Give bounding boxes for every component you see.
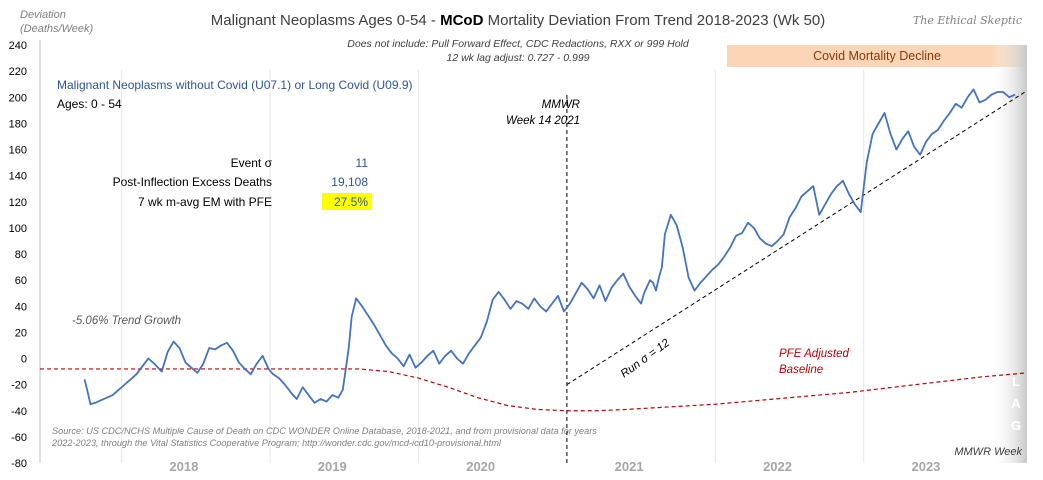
y-tick-label: 0 bbox=[21, 354, 27, 366]
y-tick-label: 220 bbox=[9, 66, 27, 78]
y-tick-label: 160 bbox=[9, 145, 27, 157]
stats-block: Event σ 11 Post-Inflection Excess Deaths… bbox=[113, 156, 372, 210]
mmwr-label-2: Week 14 2021 bbox=[506, 115, 580, 127]
x-tick-label: 2018 bbox=[169, 459, 198, 474]
deviation-series-line bbox=[83, 88, 1016, 406]
title-prefix: Malignant Neoplasms Ages 0-54 - bbox=[211, 12, 440, 29]
y-axis-tick-labels: 240220200180160140120100806040200-20-40-… bbox=[9, 40, 27, 470]
y-tick-label: -20 bbox=[11, 380, 27, 392]
x-tick-label: 2022 bbox=[763, 459, 792, 474]
trend-growth-label: -5.06% Trend Growth bbox=[72, 315, 181, 327]
x-tick-label: 2019 bbox=[318, 459, 347, 474]
lag-letter-l: L bbox=[1012, 374, 1020, 389]
stat-label-em-pfe: 7 wk m-avg EM with PFE bbox=[138, 195, 272, 209]
source-line-2: 2022-2023, through the Vital Statistics … bbox=[51, 438, 502, 448]
title-suffix: Mortality Deviation From Trend 2018-2023… bbox=[483, 12, 825, 29]
lag-letter-g: G bbox=[1011, 418, 1021, 433]
pfe-baseline-label-2: Baseline bbox=[779, 364, 823, 376]
watermark: The Ethical Skeptic bbox=[913, 14, 1022, 27]
subtitle-line-1: Does not include: Pull Forward Effect, C… bbox=[347, 38, 690, 50]
x-tick-label: 2021 bbox=[615, 459, 644, 474]
y-tick-label: 120 bbox=[9, 197, 27, 209]
y-tick-label: 200 bbox=[9, 92, 27, 104]
stat-value-excess-deaths: 19,108 bbox=[331, 175, 368, 189]
covid-decline-label: Covid Mortality Decline bbox=[813, 49, 941, 63]
ages-label: Ages: 0 - 54 bbox=[57, 97, 122, 111]
run-trend-line bbox=[566, 90, 1028, 386]
y-axis-label-2: (Deaths/Week) bbox=[20, 23, 93, 35]
x-tick-label: 2020 bbox=[466, 459, 495, 474]
stat-value-event-sigma: 11 bbox=[356, 156, 369, 170]
lag-letter-a: A bbox=[1011, 396, 1021, 411]
y-tick-label: 20 bbox=[15, 327, 27, 339]
y-tick-label: 180 bbox=[9, 118, 27, 130]
x-axis-label: MMWR Week bbox=[954, 446, 1022, 458]
y-axis-label-1: Deviation bbox=[20, 9, 66, 21]
pfe-baseline-label-1: PFE Adjusted bbox=[779, 348, 849, 360]
mmwr-label-1: MMWR bbox=[542, 99, 580, 111]
series-legend: Malignant Neoplasms without Covid (U07.1… bbox=[57, 78, 413, 92]
stat-highlight bbox=[322, 193, 372, 210]
covid-decline-band bbox=[727, 45, 1027, 67]
stat-label-event-sigma: Event σ bbox=[231, 156, 273, 170]
title-bold: MCoD bbox=[440, 12, 483, 29]
stat-value-em-pfe: 27.5% bbox=[334, 195, 368, 209]
y-tick-label: -40 bbox=[11, 406, 27, 418]
y-tick-label: 100 bbox=[9, 223, 27, 235]
stat-label-excess-deaths: Post-Inflection Excess Deaths bbox=[113, 175, 272, 189]
y-tick-label: 240 bbox=[9, 40, 27, 52]
chart-title: Malignant Neoplasms Ages 0-54 - MCoD Mor… bbox=[211, 12, 825, 29]
lines-layer bbox=[40, 88, 1028, 463]
y-tick-label: 40 bbox=[15, 301, 27, 313]
subtitle-line-2: 12 wk lag adjust: 0.727 - 0.999 bbox=[446, 52, 589, 64]
y-tick-label: 140 bbox=[9, 171, 27, 183]
y-tick-label: -80 bbox=[11, 458, 27, 470]
y-tick-label: 80 bbox=[15, 249, 27, 261]
y-tick-label: 60 bbox=[15, 275, 27, 287]
y-tick-label: -60 bbox=[11, 432, 27, 444]
lag-shade bbox=[990, 45, 1027, 463]
x-axis-tick-labels: 2018 2019 2020 2021 2022 2023 bbox=[169, 459, 940, 474]
run-sigma-label: Run σ = 12 bbox=[619, 337, 673, 381]
pfe-baseline-line bbox=[40, 368, 1028, 412]
x-tick-label: 2023 bbox=[911, 459, 940, 474]
source-line-1: Source: US CDC/NCHS Multiple Cause of De… bbox=[52, 426, 597, 436]
